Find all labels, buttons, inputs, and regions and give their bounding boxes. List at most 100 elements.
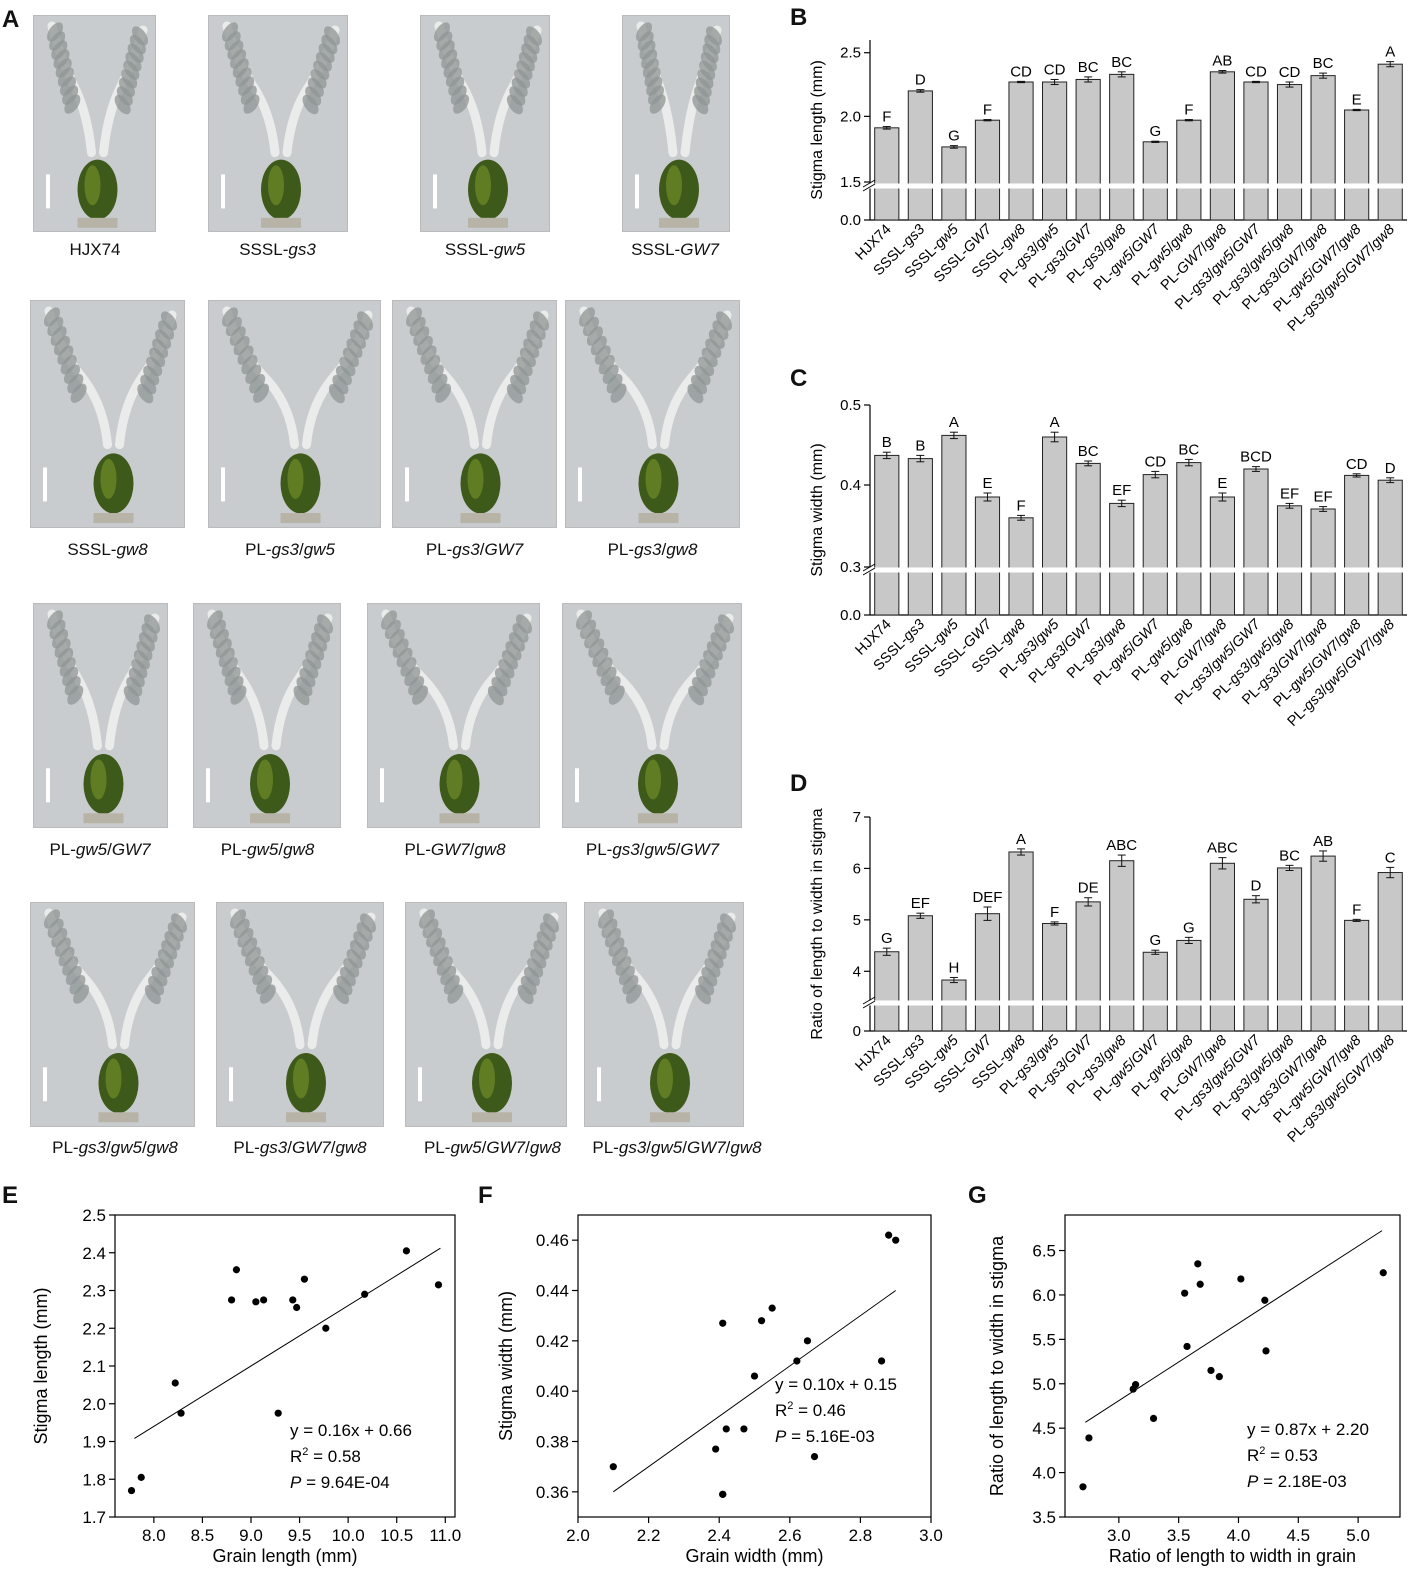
feather-left	[426, 928, 443, 948]
feather-right	[349, 940, 366, 960]
regression-line	[613, 1290, 896, 1493]
data-point	[274, 1409, 282, 1417]
feather-left	[445, 67, 462, 87]
receptacle	[468, 217, 508, 228]
stigma-photo	[367, 603, 540, 828]
feather-right	[132, 26, 148, 46]
feather-right	[506, 94, 523, 115]
regression-line	[1085, 1230, 1383, 1423]
feather-left	[67, 374, 84, 394]
feather-left	[424, 354, 441, 375]
feather-right	[116, 86, 133, 106]
receptacle	[638, 813, 678, 824]
feather-left	[221, 657, 238, 677]
feather-right	[704, 34, 721, 55]
scale-bar	[433, 174, 437, 209]
feather-right	[157, 949, 174, 969]
photo-caption: PL-gw5/gw8	[220, 840, 315, 859]
chart-b-stigma-length: FHJX74DSSSL-gs3GSSSL-gw5FSSSL-GW7CDSSSL-…	[809, 40, 1407, 335]
bar	[874, 454, 900, 616]
panel-label-e: E	[2, 1182, 19, 1209]
receptacle	[460, 513, 501, 524]
x-axis-title: Grain length (mm)	[212, 1546, 357, 1566]
data-point	[1085, 1434, 1093, 1442]
feather-left	[448, 76, 465, 96]
ovary-highlight	[293, 1058, 309, 1099]
data-point	[877, 1357, 886, 1365]
feather-left	[408, 676, 425, 696]
feather-right	[513, 365, 530, 386]
y-tick-label: 6.5	[1032, 1242, 1056, 1261]
feather-left	[409, 316, 426, 337]
bar	[1109, 73, 1135, 221]
bar	[1276, 505, 1303, 616]
feather-left	[639, 40, 656, 60]
feather-left	[400, 657, 417, 677]
y-axis-title: Stigma length (mm)	[809, 60, 826, 200]
feather-right	[123, 685, 140, 706]
x-tick-label: 4.5	[1286, 1526, 1310, 1545]
feather-left	[644, 67, 661, 87]
x-axis-title: Grain width (mm)	[685, 1546, 823, 1566]
feather-right	[526, 329, 543, 349]
y-tick-label: 2.1	[82, 1357, 106, 1376]
y-axis-title: Stigma width (mm)	[809, 443, 826, 576]
stigma-illustration	[221, 21, 340, 228]
significance-letter: ABC	[1106, 837, 1137, 854]
x-tick-label: 2.0	[566, 1526, 590, 1545]
stigma-illustration	[229, 908, 376, 1123]
scale-bar	[418, 1067, 422, 1102]
y-tick-label: 0.5	[840, 397, 861, 414]
feather-left	[44, 307, 60, 327]
feather-left	[47, 918, 64, 939]
data-point	[750, 1372, 759, 1380]
feather-left	[441, 49, 458, 69]
significance-letter: F	[983, 102, 992, 119]
feather-right	[699, 659, 716, 679]
feather-right	[296, 676, 313, 697]
stigma-photo	[33, 15, 156, 232]
significance-letter: CD	[1044, 61, 1066, 78]
feather-left	[62, 956, 79, 976]
feather-right	[514, 69, 531, 89]
x-tick-label: 3.0	[919, 1526, 943, 1545]
significance-letter: D	[1385, 460, 1396, 477]
significance-letter: DEF	[972, 889, 1002, 906]
y-tick-label: 0	[853, 1023, 861, 1040]
significance-letter: BC	[1078, 59, 1099, 76]
bar	[907, 458, 933, 616]
feather-left	[256, 975, 273, 995]
feather-right	[701, 967, 718, 987]
feather-left	[215, 638, 232, 658]
feather-right	[516, 356, 533, 377]
significance-letter: B	[882, 434, 892, 451]
y-tick-label: 0.4	[840, 477, 861, 494]
bar	[1142, 141, 1168, 221]
feather-left	[62, 85, 79, 105]
feather-left	[420, 345, 437, 365]
feather-right	[302, 659, 319, 679]
data-point	[757, 1317, 766, 1325]
significance-letter: C	[1385, 849, 1396, 866]
scale-bar	[380, 768, 384, 803]
feather-right	[695, 984, 712, 1005]
y-tick-label: 5.5	[1032, 1330, 1056, 1349]
feather-right	[321, 34, 338, 55]
stigma-photo	[216, 902, 384, 1127]
feather-right	[516, 614, 532, 634]
feather-left	[73, 984, 90, 1004]
photo-caption: SSSL-GW7	[631, 240, 719, 259]
feather-left	[253, 383, 270, 403]
feather-right	[710, 940, 727, 960]
bar	[1176, 119, 1202, 221]
feather-right	[509, 86, 526, 106]
feather-right	[137, 384, 154, 404]
photo-caption: PL-gs3/gw5/GW7/gw8	[592, 1138, 762, 1157]
y-tick-label: 0.36	[536, 1483, 569, 1502]
y-tick-label: 1.9	[82, 1433, 106, 1452]
bar	[1243, 898, 1269, 1032]
bar	[1042, 436, 1068, 616]
feather-right	[718, 614, 734, 634]
significance-letter: G	[1183, 919, 1195, 936]
feather-right	[533, 311, 549, 331]
